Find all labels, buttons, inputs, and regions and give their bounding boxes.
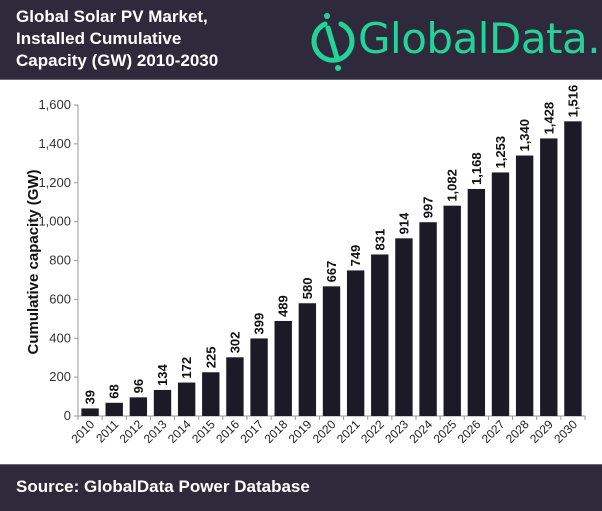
data-label: 667 xyxy=(324,261,339,283)
x-tick-label: 2013 xyxy=(141,417,170,446)
data-label: 831 xyxy=(372,229,387,251)
bar-chart: Cumulative capacity (GW) 0 200 400 600 800 1,… xyxy=(25,85,586,446)
x-tick-label: 2025 xyxy=(431,417,460,446)
data-label: 914 xyxy=(396,212,411,234)
x-tick-label: 2027 xyxy=(479,417,508,446)
data-label: 1,253 xyxy=(493,136,508,169)
x-tick-label: 2019 xyxy=(286,417,315,446)
data-label: 399 xyxy=(252,313,267,335)
x-tick-label: 2015 xyxy=(189,417,218,446)
data-label: 39 xyxy=(83,390,98,404)
data-label: 1,082 xyxy=(445,169,460,202)
bar xyxy=(443,205,461,416)
data-label: 1,168 xyxy=(469,152,484,185)
data-label: 172 xyxy=(179,357,194,379)
data-label: 1,340 xyxy=(517,119,532,152)
y-tick-label: 800 xyxy=(49,253,71,268)
bar xyxy=(129,397,148,416)
x-tick-label: 2020 xyxy=(310,417,339,446)
bar xyxy=(153,389,172,416)
x-tick-label: 2018 xyxy=(262,417,291,446)
x-tick-label: 2022 xyxy=(358,417,387,446)
data-label: 1,428 xyxy=(541,102,556,135)
bar xyxy=(202,372,220,416)
logo-text: GlobalData. xyxy=(358,14,601,63)
bar xyxy=(322,286,341,416)
x-tick-label: 2024 xyxy=(406,417,435,446)
bar xyxy=(564,121,582,416)
title-line-3: Capacity (GW) 2010-2030 xyxy=(16,51,219,70)
data-label: 96 xyxy=(131,379,146,393)
x-tick-label: 2017 xyxy=(237,417,266,446)
source-note: Source: GlobalData Power Database xyxy=(16,477,310,496)
x-tick-label: 2012 xyxy=(117,417,146,446)
y-tick-label: 1,600 xyxy=(38,97,71,112)
bar xyxy=(540,138,558,416)
data-label: 302 xyxy=(227,332,242,354)
x-tick-label: 2021 xyxy=(334,417,363,446)
x-tick-label: 2029 xyxy=(527,417,556,446)
data-label: 489 xyxy=(276,295,291,317)
y-axis-label: Cumulative capacity (GW) xyxy=(25,169,42,354)
bar xyxy=(419,222,437,416)
bar xyxy=(515,155,534,416)
x-tick-label: 2014 xyxy=(165,417,194,446)
y-tick-label: 1,000 xyxy=(38,214,71,229)
header: Global Solar PV Market, Installed Cumula… xyxy=(0,0,602,80)
title-line-2: Installed Cumulative xyxy=(16,29,182,48)
bars: 39 2010 68 2011 96 2012 134 2013 172 2014 225 2015 3… xyxy=(68,85,582,446)
x-tick-label: 2028 xyxy=(503,417,532,446)
y-tick-label: 1,400 xyxy=(38,136,71,151)
bar xyxy=(274,320,292,416)
bar xyxy=(177,382,196,416)
y-tick-label: 1,200 xyxy=(38,175,71,190)
globaldata-logo-icon xyxy=(311,13,355,71)
data-label: 134 xyxy=(155,363,170,385)
footer: Source: GlobalData Power Database xyxy=(0,464,602,511)
x-tick-label: 2010 xyxy=(68,417,97,446)
data-label: 580 xyxy=(300,278,315,300)
x-tick-label: 2023 xyxy=(382,417,411,446)
bar xyxy=(81,408,99,416)
x-tick-label: 2030 xyxy=(551,417,580,446)
bar xyxy=(371,254,389,416)
data-label: 749 xyxy=(348,245,363,267)
x-tick-label: 2026 xyxy=(455,417,484,446)
bar xyxy=(467,188,486,416)
axes: 0 200 400 600 800 1,000 1,200 1,400 1,600 xyxy=(38,97,586,423)
data-label: 68 xyxy=(107,384,122,398)
x-tick-label: 2016 xyxy=(213,417,242,446)
y-tick-label: 0 xyxy=(64,408,71,423)
bar xyxy=(491,172,510,416)
data-label: 225 xyxy=(203,347,218,369)
bar xyxy=(250,338,268,416)
bar xyxy=(298,303,317,416)
title-line-1: Global Solar PV Market, xyxy=(16,7,208,26)
bar xyxy=(226,357,244,416)
y-tick-label: 400 xyxy=(49,330,71,345)
y-tick-label: 200 xyxy=(49,369,71,384)
chart-title: Global Solar PV Market, Installed Cumula… xyxy=(16,6,296,72)
y-tick-label: 600 xyxy=(49,291,71,306)
data-label: 997 xyxy=(421,197,436,219)
data-label: 1,516 xyxy=(565,85,580,118)
x-tick-label: 2011 xyxy=(93,417,121,445)
bar xyxy=(105,402,123,416)
bar xyxy=(346,270,365,416)
bar xyxy=(395,238,413,416)
